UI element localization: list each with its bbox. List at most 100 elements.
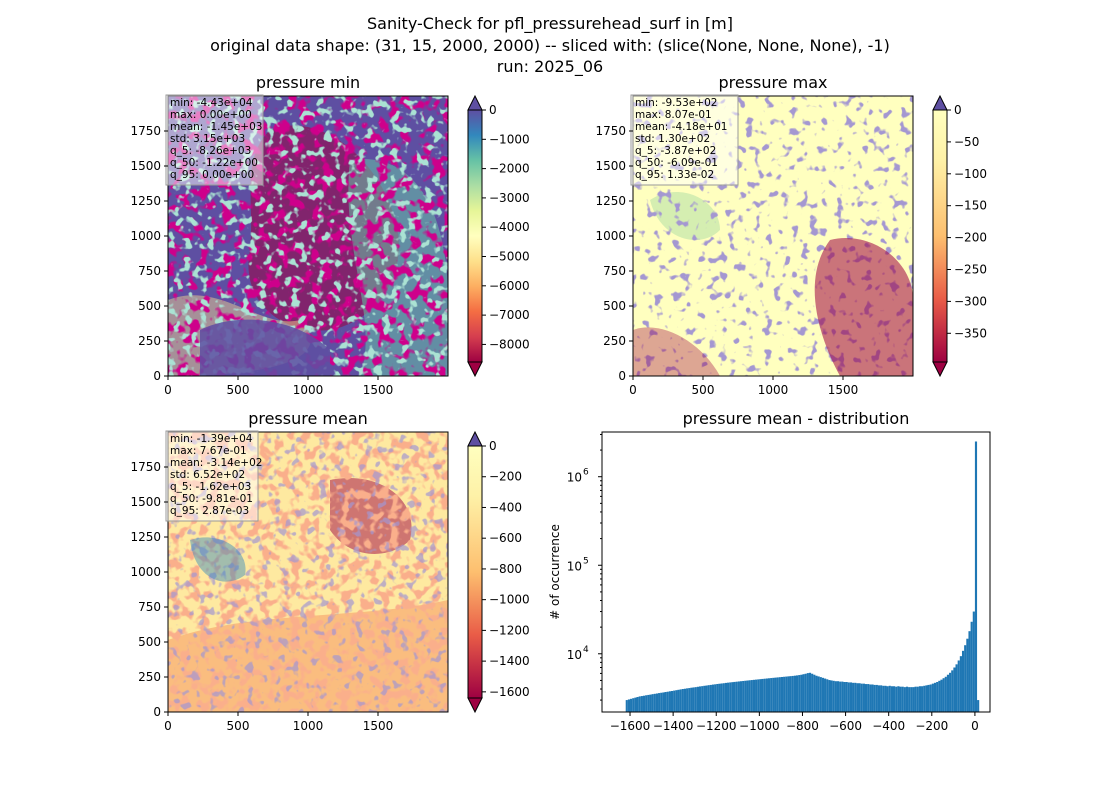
colorbar-tick-label: −400 <box>489 500 522 514</box>
histogram-bar <box>765 678 768 712</box>
colorbar-tick-label: 0 <box>489 439 497 453</box>
histogram-bar <box>880 685 883 712</box>
colorbar: 0 −50 −100 −150 −200 −250 −300 −350 <box>932 94 987 378</box>
histogram-bar <box>755 679 758 712</box>
stat-std: std: 3.15e+03 <box>170 133 245 145</box>
histogram-bar <box>854 682 857 712</box>
y-tick-label: 10 <box>567 471 582 485</box>
histogram-bar <box>634 697 637 712</box>
histogram-bar <box>789 676 792 712</box>
x-tick-label: −400 <box>872 719 905 733</box>
stat-max: max: 8.07e-01 <box>635 109 712 121</box>
colorbar-extend-max <box>467 94 483 111</box>
histogram-bar <box>696 686 699 712</box>
histogram-bar <box>733 681 736 712</box>
stat-std: std: 6.52e+02 <box>170 469 245 481</box>
x-tick-label: 0 <box>629 383 637 397</box>
histogram-bar <box>640 696 643 712</box>
y-tick-label: 1500 <box>130 159 161 173</box>
histogram-bar <box>772 677 775 712</box>
y-tick-label: 1750 <box>130 460 161 474</box>
histogram-bar <box>735 681 738 712</box>
histogram-bar <box>927 684 930 712</box>
histogram-bar <box>716 683 719 712</box>
colorbar-extend-min <box>467 697 483 714</box>
histogram-bar <box>759 679 762 712</box>
histogram-bar <box>636 696 639 712</box>
histogram-bar <box>651 694 654 712</box>
stats-box: min: -9.53e+02 max: 8.07e-01 mean: -4.18… <box>630 94 739 186</box>
y-tick-label: 750 <box>138 600 161 614</box>
histogram-bar <box>707 685 710 712</box>
histogram-bar <box>632 698 635 712</box>
x-tick-label: 500 <box>227 383 250 397</box>
histogram-bar <box>761 678 764 712</box>
histogram-bar <box>630 698 633 712</box>
histogram-bar <box>642 695 646 712</box>
colorbar: 0 −200 −400 −600 −800 −1000 −1200 −1400 −1600 <box>467 430 530 714</box>
histogram-bar <box>873 684 876 712</box>
histogram-bar <box>916 686 919 712</box>
y-tick-label: 1000 <box>130 229 161 243</box>
y-tick-label: 750 <box>603 264 626 278</box>
x-axis: 0 500 1000 1500 <box>164 376 393 397</box>
histogram-bar <box>793 675 796 712</box>
x-tick-label: −800 <box>786 719 819 733</box>
histogram-bar <box>890 686 893 712</box>
y-tick-label: 1250 <box>130 530 161 544</box>
colorbar-tick-label: −3000 <box>489 191 530 205</box>
y-tick-label: 250 <box>138 334 161 348</box>
y-axis: 0 250 500 750 1000 1250 1500 1750 <box>130 124 168 383</box>
histogram-bar <box>798 675 801 712</box>
colorbar-tick-label: −200 <box>489 470 522 484</box>
stat-mean: mean: -4.18e+01 <box>635 121 727 133</box>
histogram-bar <box>701 686 704 712</box>
panel-pressure-min: pressure min min: -4.43e+04 max: 0.00e+0… <box>130 73 529 397</box>
histogram-bar <box>923 685 926 712</box>
histogram-bar <box>843 682 846 712</box>
histogram-bar <box>664 692 667 712</box>
colorbar-tick-label: −1000 <box>489 593 530 607</box>
histogram-bar <box>757 679 760 712</box>
histogram-bar <box>718 683 721 712</box>
histogram-bar <box>871 684 874 712</box>
histogram-bar <box>815 675 818 712</box>
histogram-bar <box>918 686 922 712</box>
histogram-bar <box>875 684 878 712</box>
panel-title: pressure max <box>718 73 827 92</box>
histogram-bar <box>804 673 807 712</box>
histogram-bar <box>722 683 725 712</box>
histogram-bar <box>910 687 913 712</box>
histogram-bar <box>720 683 723 712</box>
colorbar-tick-label: −1600 <box>489 685 530 699</box>
colorbar-tick-label: −4000 <box>489 220 530 234</box>
histogram-bar <box>957 660 960 712</box>
histogram-bar <box>813 674 816 712</box>
histogram-bar <box>744 680 747 712</box>
histogram-bar <box>856 683 859 712</box>
y-tick-exponent: 4 <box>583 645 589 655</box>
histogram-bar <box>692 687 695 712</box>
histogram-bar <box>683 688 687 712</box>
histogram-bar <box>647 694 650 712</box>
panel-pressure-mean: pressure mean min: -1.39e+04 max: 7.67e-… <box>130 409 529 733</box>
histogram-bar <box>714 684 717 712</box>
histogram-bar <box>936 682 939 712</box>
histogram-bar <box>742 680 745 712</box>
colorbar-tick-label: −350 <box>954 326 987 340</box>
stat-q5: q_5: -8.26e+03 <box>170 145 251 157</box>
y-tick-label: 1750 <box>130 124 161 138</box>
histogram-bar <box>791 675 794 712</box>
histogram-bar <box>914 686 917 712</box>
histogram-bar <box>649 694 652 712</box>
x-axis: 0 500 1000 1500 <box>629 376 858 397</box>
histogram-bar <box>690 687 693 712</box>
stat-mean: mean: -1.45e+03 <box>170 121 262 133</box>
histogram-bar <box>785 676 788 712</box>
histogram-bar <box>970 621 973 712</box>
histogram-bar <box>949 672 952 712</box>
stat-q50: q_50: -9.81e-01 <box>170 493 253 505</box>
histogram-bar <box>884 685 887 712</box>
histogram-bar <box>852 682 855 712</box>
